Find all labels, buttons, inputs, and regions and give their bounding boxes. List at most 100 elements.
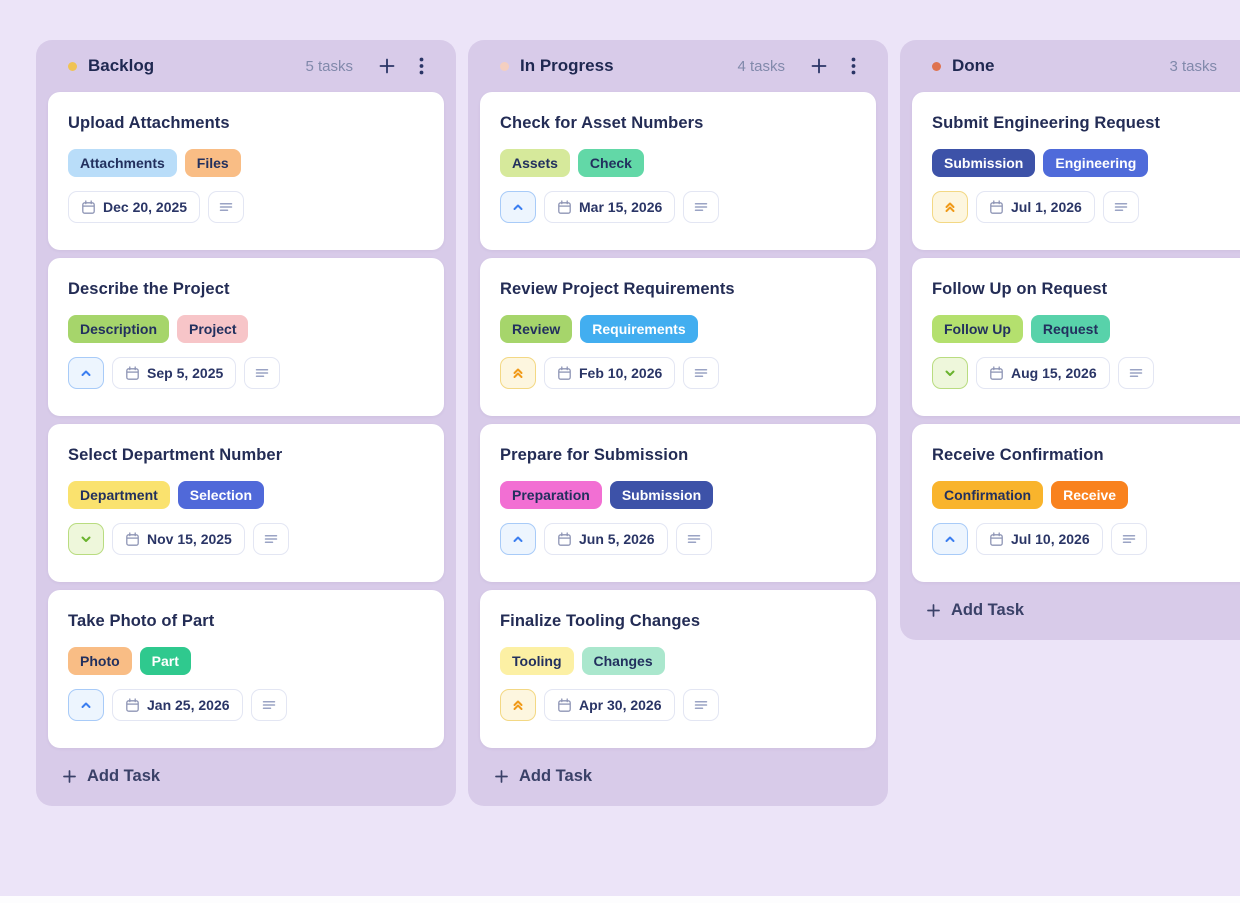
due-date: Jul 10, 2026 [1011, 531, 1090, 547]
calendar-icon [557, 199, 572, 215]
due-date-chip[interactable]: Jun 5, 2026 [544, 523, 668, 555]
kanban-column-in-progress: In Progress 4 tasks Check for Asset Number… [468, 40, 888, 806]
description-chip[interactable] [1110, 523, 1147, 555]
add-card-button[interactable] [375, 54, 399, 78]
tag-list: Department Selection [68, 481, 424, 509]
task-card[interactable]: Review Project Requirements Review Require… [480, 258, 876, 416]
description-chip[interactable] [244, 357, 281, 389]
due-date-chip[interactable]: Dec 20, 2025 [68, 191, 201, 223]
due-date-chip[interactable]: Jan 25, 2026 [112, 689, 243, 721]
priority-badge-low[interactable] [932, 357, 968, 389]
priority-badge-urgent[interactable] [932, 191, 968, 223]
task-card[interactable]: Check for Asset Numbers Assets Check Mar 15… [480, 92, 876, 250]
description-icon [261, 697, 277, 713]
tag: Follow Up [932, 315, 1023, 343]
description-chip[interactable] [683, 191, 720, 223]
description-chip[interactable] [208, 191, 245, 223]
priority-badge-high[interactable] [500, 523, 536, 555]
tag-list: Photo Part [68, 647, 424, 675]
card-list: Submit Engineering Request Submission Engi… [900, 92, 1240, 582]
task-card[interactable]: Prepare for Submission Preparation Submiss… [480, 424, 876, 582]
chevron-up-icon [510, 199, 526, 215]
tag: Department [68, 481, 170, 509]
task-card[interactable]: Receive Confirmation Confirmation Receive J… [912, 424, 1240, 582]
calendar-icon [125, 697, 140, 713]
due-date-chip[interactable]: Feb 10, 2026 [544, 357, 676, 389]
tag: Check [577, 149, 644, 177]
card-footer: Aug 15, 2026 [932, 357, 1240, 389]
add-task-label: Add Task [951, 600, 1025, 619]
tag: Project [177, 315, 249, 343]
description-chip[interactable] [675, 523, 712, 555]
column-menu-button[interactable] [849, 54, 858, 78]
task-card[interactable]: Select Department Number Department Select… [48, 424, 444, 582]
add-task-button[interactable]: Add Task [912, 592, 1240, 628]
task-title: Upload Attachments [68, 114, 230, 132]
description-chip[interactable] [250, 689, 287, 721]
card-footer: Jul 1, 2026 [932, 191, 1240, 223]
due-date-chip[interactable]: Nov 15, 2025 [112, 523, 245, 555]
due-date: Feb 10, 2026 [579, 365, 663, 381]
task-title: Review Project Requirements [500, 280, 735, 298]
column-status-dot [500, 61, 509, 71]
chevron-up-icon [510, 531, 526, 547]
due-date-chip[interactable]: Jul 10, 2026 [976, 523, 1103, 555]
add-task-label: Add Task [519, 766, 593, 785]
task-card[interactable]: Upload Attachments Attachments Files Dec 20… [48, 92, 444, 250]
description-chip[interactable] [1117, 357, 1154, 389]
due-date-chip[interactable]: Apr 30, 2026 [544, 689, 675, 721]
add-task-button[interactable]: Add Task [480, 758, 876, 794]
card-list: Check for Asset Numbers Assets Check Mar 15… [468, 92, 888, 748]
description-icon [218, 199, 234, 215]
tag: Confirmation [932, 481, 1044, 509]
column-status-dot [932, 61, 941, 71]
task-title: Prepare for Submission [500, 446, 689, 464]
description-chip[interactable] [252, 523, 289, 555]
column-title: In Progress [520, 56, 614, 75]
priority-badge-high[interactable] [68, 689, 104, 721]
description-chip[interactable] [682, 689, 719, 721]
calendar-icon [557, 531, 572, 547]
tag: Review [500, 315, 573, 343]
task-card[interactable]: Submit Engineering Request Submission Engi… [912, 92, 1240, 250]
task-card[interactable]: Take Photo of Part Photo Part Jan 25, 2026 [48, 590, 444, 748]
chevron-up-icon [78, 365, 94, 381]
add-task-button[interactable]: Add Task [48, 758, 444, 794]
tag: Request [1030, 315, 1111, 343]
due-date-chip[interactable]: Jul 1, 2026 [976, 191, 1095, 223]
due-date: Nov 15, 2025 [147, 531, 232, 547]
chevron-down-icon [78, 531, 94, 547]
priority-badge-low[interactable] [68, 523, 104, 555]
column-title: Done [952, 56, 995, 75]
add-card-button[interactable] [807, 54, 831, 78]
due-date: Apr 30, 2026 [579, 697, 662, 713]
priority-badge-urgent[interactable] [500, 357, 536, 389]
priority-badge-high[interactable] [932, 523, 968, 555]
description-icon [693, 697, 709, 713]
tag: Changes [581, 647, 665, 675]
due-date-chip[interactable]: Mar 15, 2026 [544, 191, 676, 223]
tag: Receive [1051, 481, 1129, 509]
task-card[interactable]: Finalize Tooling Changes Tooling Changes Ap… [480, 590, 876, 748]
task-card[interactable]: Describe the Project Description Project Se… [48, 258, 444, 416]
task-card[interactable]: Follow Up on Request Follow Up Request Aug … [912, 258, 1240, 416]
description-icon [1121, 531, 1137, 547]
card-footer: Jul 10, 2026 [932, 523, 1240, 555]
description-chip[interactable] [683, 357, 720, 389]
due-date-chip[interactable]: Aug 15, 2026 [976, 357, 1110, 389]
due-date: Aug 15, 2026 [1011, 365, 1097, 381]
priority-badge-high[interactable] [500, 191, 536, 223]
calendar-icon [557, 697, 572, 713]
tag: Description [68, 315, 170, 343]
description-chip[interactable] [1102, 191, 1139, 223]
priority-badge-urgent[interactable] [500, 689, 536, 721]
calendar-icon [989, 365, 1004, 381]
calendar-icon [989, 199, 1004, 215]
chevrons-up-icon [510, 697, 526, 713]
calendar-icon [125, 365, 140, 381]
priority-badge-high[interactable] [68, 357, 104, 389]
column-menu-button[interactable] [417, 54, 426, 78]
column-status-dot [68, 61, 77, 71]
due-date-chip[interactable]: Sep 5, 2025 [112, 357, 237, 389]
description-icon [693, 365, 709, 381]
